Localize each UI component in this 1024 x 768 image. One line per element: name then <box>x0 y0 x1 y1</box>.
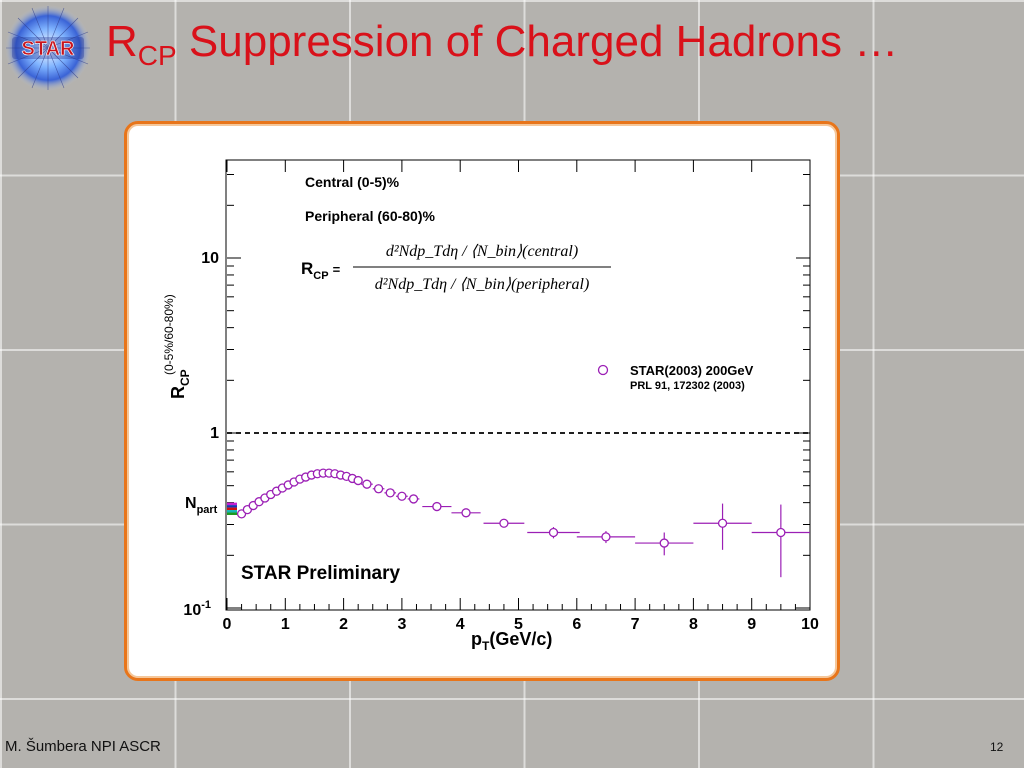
data-marker <box>397 491 407 501</box>
data-point <box>407 494 420 504</box>
npart-band-segment <box>227 510 237 513</box>
y-label-main: RCP <box>168 369 192 399</box>
data-point <box>422 501 452 512</box>
npart-band-segment <box>227 505 237 508</box>
data-point <box>527 527 580 539</box>
data-point <box>361 479 373 489</box>
footer-author: M. Šumbera NPI ASCR <box>5 738 161 755</box>
data-point <box>266 489 276 500</box>
data-marker <box>362 479 372 489</box>
title-r: R <box>106 17 138 66</box>
logo-text: STAR <box>22 38 76 60</box>
data-marker <box>408 494 419 504</box>
x-tick-label: 6 <box>572 616 581 633</box>
page-number: 12 <box>990 740 1004 754</box>
y-axis-label: RCP (0-5%/60-80%) <box>162 294 192 399</box>
plot-area <box>225 159 811 611</box>
x-tick-label: 0 <box>223 616 232 633</box>
slide-title: RCP Suppression of Charged Hadrons … <box>106 17 899 71</box>
legend-series-label: STAR(2003) 200GeV <box>630 363 754 378</box>
x-tick-label: 7 <box>631 616 640 633</box>
y-label-sup: (0-5%/60-80%) <box>162 294 176 375</box>
x-tick-label: 2 <box>339 616 348 633</box>
data-marker <box>461 508 471 518</box>
x-tick-label: 4 <box>456 616 465 633</box>
data-marker <box>373 484 384 494</box>
star-logo: STAR <box>5 5 91 91</box>
npart-band <box>227 502 237 515</box>
data-point <box>576 531 636 544</box>
npart-band-segment <box>227 507 237 511</box>
npart-band-segment <box>227 512 237 515</box>
data-marker <box>548 527 559 538</box>
formula-numerator: d²Ndp_Tdη / ⟨N_bin⟩(central) <box>386 243 578 260</box>
data-point <box>451 508 481 518</box>
data-point <box>236 509 247 519</box>
x-tick-label: 8 <box>689 616 698 633</box>
data-point <box>751 504 810 578</box>
rcp-chart: 0 1 2 3 4 5 6 7 8 9 10 10 1 10-1 RCP (0-5%/60-80%)… <box>162 159 819 653</box>
data-marker <box>776 527 786 538</box>
legend-marker <box>597 364 609 376</box>
y-tick-label-10: 10 <box>201 250 219 267</box>
data-point <box>384 488 397 498</box>
data-points <box>236 468 810 578</box>
x-tick-label: 5 <box>514 616 523 633</box>
data-point <box>483 518 525 528</box>
x-axis-label: pT(GeV/c) <box>471 629 552 653</box>
npart-band-segment <box>227 502 237 506</box>
legend-series-ref: PRL 91, 172302 (2003) <box>630 380 745 392</box>
data-marker <box>385 488 395 498</box>
data-point <box>693 503 752 550</box>
x-tick-label: 3 <box>397 616 406 633</box>
title-rest: Suppression of Charged Hadrons … <box>176 17 899 66</box>
data-marker <box>659 538 669 548</box>
data-point <box>635 532 694 556</box>
data-point <box>396 491 408 501</box>
npart-label: Npart <box>185 495 218 516</box>
y-tick-label-1: 1 <box>210 425 219 442</box>
data-marker <box>499 518 509 528</box>
label-peripheral: Peripheral (60-80)% <box>305 208 435 224</box>
formula-lhs: RCP = <box>301 259 341 282</box>
axes: 0 1 2 3 4 5 6 7 8 9 10 <box>223 160 819 633</box>
x-tick-label: 10 <box>801 616 819 633</box>
preliminary-label: STAR Preliminary <box>241 563 401 584</box>
data-point <box>372 484 385 494</box>
data-marker <box>432 501 442 512</box>
data-marker <box>717 518 728 528</box>
data-point <box>353 475 363 486</box>
x-tick-label: 9 <box>747 616 756 633</box>
title-subscript: CP <box>137 40 177 71</box>
x-tick-label: 1 <box>281 616 290 633</box>
label-central: Central (0-5)% <box>305 174 400 190</box>
data-marker <box>601 532 611 542</box>
chart-frame: 0 1 2 3 4 5 6 7 8 9 10 10 1 10-1 RCP (0-5%/60-80%)… <box>124 121 840 681</box>
data-marker <box>353 475 363 486</box>
formula-denominator: d²Ndp_Tdη / ⟨N_bin⟩(peripheral) <box>375 276 590 293</box>
y-tick-label-0.1: 10-1 <box>183 599 211 619</box>
